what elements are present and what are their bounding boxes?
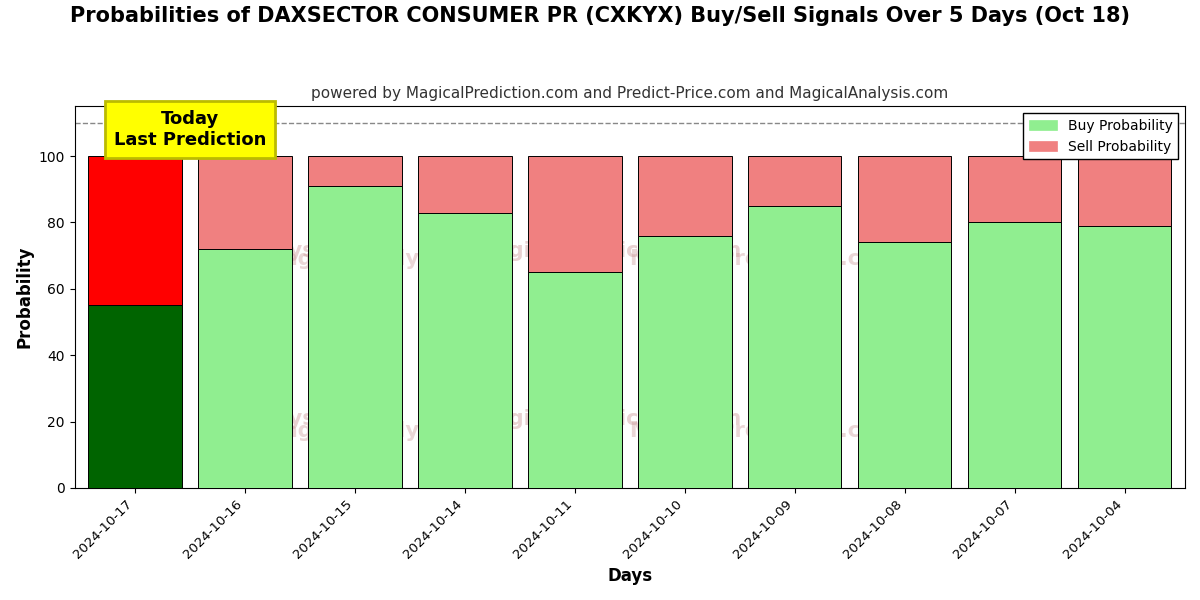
Text: MagicalAnalysis.com: MagicalAnalysis.com <box>263 421 508 441</box>
Text: Probabilities of DAXSECTOR CONSUMER PR (CXKYX) Buy/Sell Signals Over 5 Days (Oct: Probabilities of DAXSECTOR CONSUMER PR (… <box>70 6 1130 26</box>
Bar <box>1078 226 1171 488</box>
Bar <box>748 156 841 206</box>
Text: MagicalPrediction.com: MagicalPrediction.com <box>630 421 896 441</box>
Bar <box>748 206 841 488</box>
Legend: Buy Probability, Sell Probability: Buy Probability, Sell Probability <box>1024 113 1178 160</box>
Bar <box>968 156 1061 223</box>
Bar <box>528 272 622 488</box>
Bar <box>858 242 952 488</box>
Text: MagicalPrediction.com: MagicalPrediction.com <box>474 241 742 262</box>
Bar <box>89 305 182 488</box>
Text: n: n <box>934 409 948 429</box>
Bar <box>858 156 952 242</box>
Bar <box>638 156 732 236</box>
Text: calAnalysis.com: calAnalysis.com <box>203 409 390 429</box>
Bar <box>1078 156 1171 226</box>
Bar <box>89 156 182 305</box>
Bar <box>198 156 292 249</box>
Bar <box>308 156 402 186</box>
Text: Today
Last Prediction: Today Last Prediction <box>114 110 266 149</box>
Bar <box>528 156 622 272</box>
Text: MagicalPrediction.com: MagicalPrediction.com <box>630 249 896 269</box>
Bar <box>308 186 402 488</box>
Text: calAnalysis.com: calAnalysis.com <box>203 241 390 262</box>
Text: MagicalAnalysis.com: MagicalAnalysis.com <box>263 249 508 269</box>
Bar <box>419 156 511 212</box>
Bar <box>968 223 1061 488</box>
Bar <box>638 236 732 488</box>
Y-axis label: Probability: Probability <box>16 246 34 349</box>
Bar <box>198 249 292 488</box>
Title: powered by MagicalPrediction.com and Predict-Price.com and MagicalAnalysis.com: powered by MagicalPrediction.com and Pre… <box>311 86 948 101</box>
X-axis label: Days: Days <box>607 567 653 585</box>
Text: n: n <box>934 241 948 262</box>
Bar <box>419 212 511 488</box>
Text: MagicalPrediction.com: MagicalPrediction.com <box>474 409 742 429</box>
